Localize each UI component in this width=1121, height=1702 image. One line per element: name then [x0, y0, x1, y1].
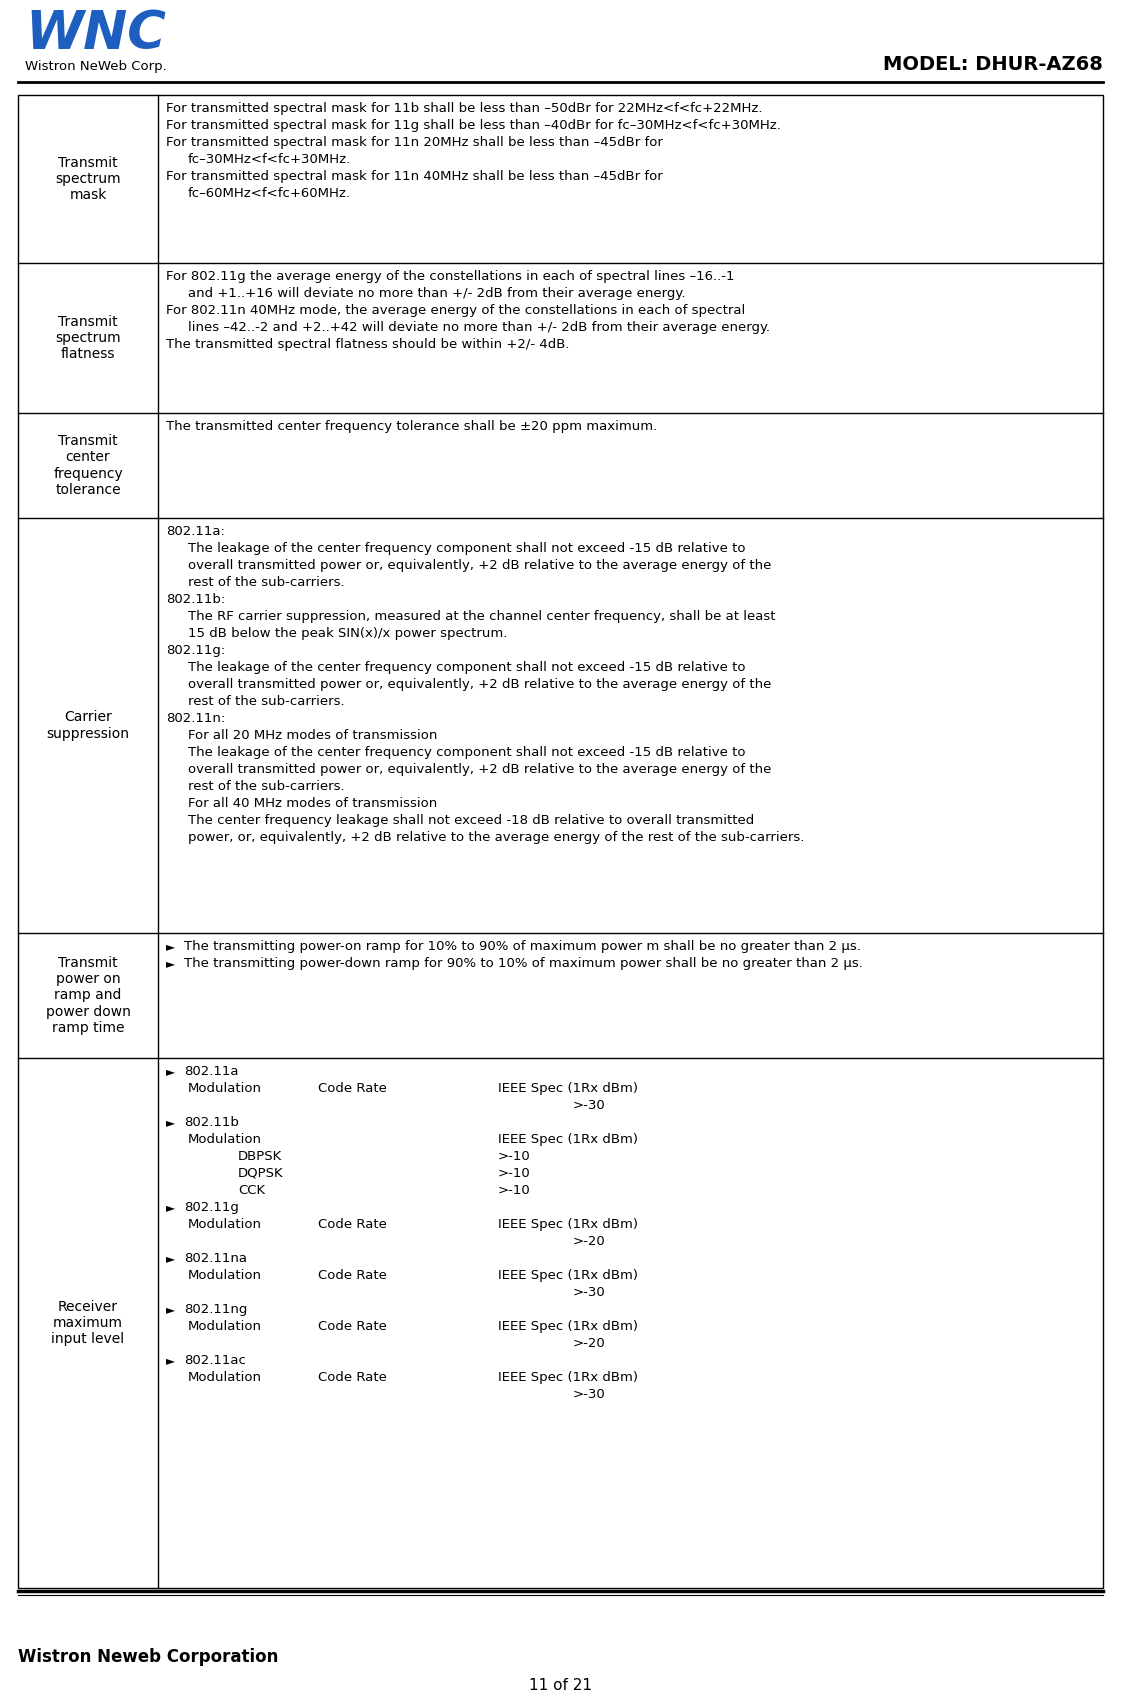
- Text: Modulation: Modulation: [188, 1219, 262, 1231]
- Text: Code Rate: Code Rate: [318, 1372, 387, 1384]
- Text: >-30: >-30: [573, 1287, 605, 1299]
- Text: CCK: CCK: [238, 1185, 266, 1197]
- Text: >-10: >-10: [498, 1151, 530, 1162]
- Text: rest of the sub-carriers.: rest of the sub-carriers.: [188, 575, 344, 589]
- Text: 802.11ng: 802.11ng: [184, 1304, 248, 1316]
- Text: The center frequency leakage shall not exceed -18 dB relative to overall transmi: The center frequency leakage shall not e…: [188, 814, 754, 827]
- Text: lines –42..-2 and +2..+42 will deviate no more than +/- 2dB from their average e: lines –42..-2 and +2..+42 will deviate n…: [188, 322, 770, 334]
- Text: Wistron Neweb Corporation: Wistron Neweb Corporation: [18, 1648, 278, 1666]
- Text: and +1..+16 will deviate no more than +/- 2dB from their average energy.: and +1..+16 will deviate no more than +/…: [188, 288, 686, 300]
- Text: 802.11n:: 802.11n:: [166, 711, 225, 725]
- Text: The transmitting power-down ramp for 90% to 10% of maximum power shall be no gre: The transmitting power-down ramp for 90%…: [184, 957, 863, 970]
- Text: Receiver
maximum
input level: Receiver maximum input level: [52, 1300, 124, 1346]
- Text: For all 20 MHz modes of transmission: For all 20 MHz modes of transmission: [188, 728, 437, 742]
- Text: 802.11a: 802.11a: [184, 1065, 239, 1077]
- Text: The transmitting power-on ramp for 10% to 90% of maximum power m shall be no gre: The transmitting power-on ramp for 10% t…: [184, 940, 861, 953]
- Text: 802.11b:: 802.11b:: [166, 592, 225, 606]
- Text: DQPSK: DQPSK: [238, 1168, 284, 1179]
- Text: For all 40 MHz modes of transmission: For all 40 MHz modes of transmission: [188, 797, 437, 810]
- Text: IEEE Spec (1Rx dBm): IEEE Spec (1Rx dBm): [498, 1082, 638, 1094]
- Text: Transmit
spectrum
flatness: Transmit spectrum flatness: [55, 315, 121, 361]
- Text: 802.11b: 802.11b: [184, 1117, 239, 1128]
- Text: >-30: >-30: [573, 1389, 605, 1401]
- Text: ►: ►: [166, 1117, 175, 1128]
- Text: IEEE Spec (1Rx dBm): IEEE Spec (1Rx dBm): [498, 1219, 638, 1231]
- Text: fc–60MHz<f<fc+60MHz.: fc–60MHz<f<fc+60MHz.: [188, 187, 351, 201]
- Text: 802.11na: 802.11na: [184, 1253, 247, 1265]
- Text: overall transmitted power or, equivalently, +2 dB relative to the average energy: overall transmitted power or, equivalent…: [188, 762, 771, 776]
- Text: ►: ►: [166, 1355, 175, 1367]
- Text: power, or, equivalently, +2 dB relative to the average energy of the rest of the: power, or, equivalently, +2 dB relative …: [188, 831, 805, 844]
- Text: The transmitted center frequency tolerance shall be ±20 ppm maximum.: The transmitted center frequency toleran…: [166, 420, 657, 432]
- Text: Code Rate: Code Rate: [318, 1219, 387, 1231]
- Text: ►: ►: [166, 1065, 175, 1077]
- Text: Transmit
power on
ramp and
power down
ramp time: Transmit power on ramp and power down ra…: [46, 957, 130, 1035]
- Text: Carrier
suppression: Carrier suppression: [46, 710, 130, 740]
- Text: WNC: WNC: [25, 9, 166, 60]
- Text: fc–30MHz<f<fc+30MHz.: fc–30MHz<f<fc+30MHz.: [188, 153, 351, 167]
- Text: 802.11ac: 802.11ac: [184, 1355, 245, 1367]
- Text: The transmitted spectral flatness should be within +2/- 4dB.: The transmitted spectral flatness should…: [166, 339, 569, 351]
- Text: For 802.11g the average energy of the constellations in each of spectral lines –: For 802.11g the average energy of the co…: [166, 271, 734, 283]
- Text: MODEL: DHUR-AZ68: MODEL: DHUR-AZ68: [883, 54, 1103, 73]
- Text: Modulation: Modulation: [188, 1082, 262, 1094]
- Text: For 802.11n 40MHz mode, the average energy of the constellations in each of spec: For 802.11n 40MHz mode, the average ener…: [166, 305, 745, 317]
- Text: ►: ►: [166, 1202, 175, 1214]
- Text: For transmitted spectral mask for 11b shall be less than –50dBr for 22MHz<f<fc+2: For transmitted spectral mask for 11b sh…: [166, 102, 762, 116]
- Text: 802.11g: 802.11g: [184, 1202, 239, 1214]
- Text: 802.11g:: 802.11g:: [166, 643, 225, 657]
- Text: The leakage of the center frequency component shall not exceed -15 dB relative t: The leakage of the center frequency comp…: [188, 660, 745, 674]
- Text: Code Rate: Code Rate: [318, 1082, 387, 1094]
- Text: rest of the sub-carriers.: rest of the sub-carriers.: [188, 780, 344, 793]
- Text: Code Rate: Code Rate: [318, 1321, 387, 1333]
- Text: rest of the sub-carriers.: rest of the sub-carriers.: [188, 694, 344, 708]
- Text: Code Rate: Code Rate: [318, 1270, 387, 1282]
- Text: >-30: >-30: [573, 1099, 605, 1111]
- Text: >-20: >-20: [573, 1236, 605, 1248]
- Text: ►: ►: [166, 957, 175, 970]
- Text: >-10: >-10: [498, 1168, 530, 1179]
- Text: 11 of 21: 11 of 21: [529, 1678, 592, 1693]
- Text: For transmitted spectral mask for 11n 40MHz shall be less than –45dBr for: For transmitted spectral mask for 11n 40…: [166, 170, 663, 184]
- Text: The RF carrier suppression, measured at the channel center frequency, shall be a: The RF carrier suppression, measured at …: [188, 609, 776, 623]
- Text: overall transmitted power or, equivalently, +2 dB relative to the average energy: overall transmitted power or, equivalent…: [188, 558, 771, 572]
- Text: For transmitted spectral mask for 11g shall be less than –40dBr for fc–30MHz<f<f: For transmitted spectral mask for 11g sh…: [166, 119, 781, 133]
- Text: >-20: >-20: [573, 1338, 605, 1350]
- Text: 15 dB below the peak SIN(x)/x power spectrum.: 15 dB below the peak SIN(x)/x power spec…: [188, 626, 508, 640]
- Text: IEEE Spec (1Rx dBm): IEEE Spec (1Rx dBm): [498, 1134, 638, 1145]
- Text: Transmit
center
frequency
tolerance: Transmit center frequency tolerance: [53, 434, 123, 497]
- Text: Modulation: Modulation: [188, 1321, 262, 1333]
- Text: The leakage of the center frequency component shall not exceed -15 dB relative t: The leakage of the center frequency comp…: [188, 541, 745, 555]
- Text: overall transmitted power or, equivalently, +2 dB relative to the average energy: overall transmitted power or, equivalent…: [188, 677, 771, 691]
- Text: Transmit
spectrum
mask: Transmit spectrum mask: [55, 157, 121, 203]
- Text: Modulation: Modulation: [188, 1372, 262, 1384]
- Text: Wistron NeWeb Corp.: Wistron NeWeb Corp.: [25, 60, 167, 73]
- Text: ►: ►: [166, 1253, 175, 1265]
- Text: Modulation: Modulation: [188, 1134, 262, 1145]
- Bar: [18, 95, 1103, 1588]
- Text: ►: ►: [166, 1304, 175, 1316]
- Text: >-10: >-10: [498, 1185, 530, 1197]
- Text: ►: ►: [166, 940, 175, 953]
- Text: For transmitted spectral mask for 11n 20MHz shall be less than –45dBr for: For transmitted spectral mask for 11n 20…: [166, 136, 663, 150]
- Text: DBPSK: DBPSK: [238, 1151, 282, 1162]
- Text: 802.11a:: 802.11a:: [166, 524, 225, 538]
- Text: The leakage of the center frequency component shall not exceed -15 dB relative t: The leakage of the center frequency comp…: [188, 745, 745, 759]
- Text: IEEE Spec (1Rx dBm): IEEE Spec (1Rx dBm): [498, 1270, 638, 1282]
- Text: Modulation: Modulation: [188, 1270, 262, 1282]
- Text: IEEE Spec (1Rx dBm): IEEE Spec (1Rx dBm): [498, 1321, 638, 1333]
- Text: IEEE Spec (1Rx dBm): IEEE Spec (1Rx dBm): [498, 1372, 638, 1384]
